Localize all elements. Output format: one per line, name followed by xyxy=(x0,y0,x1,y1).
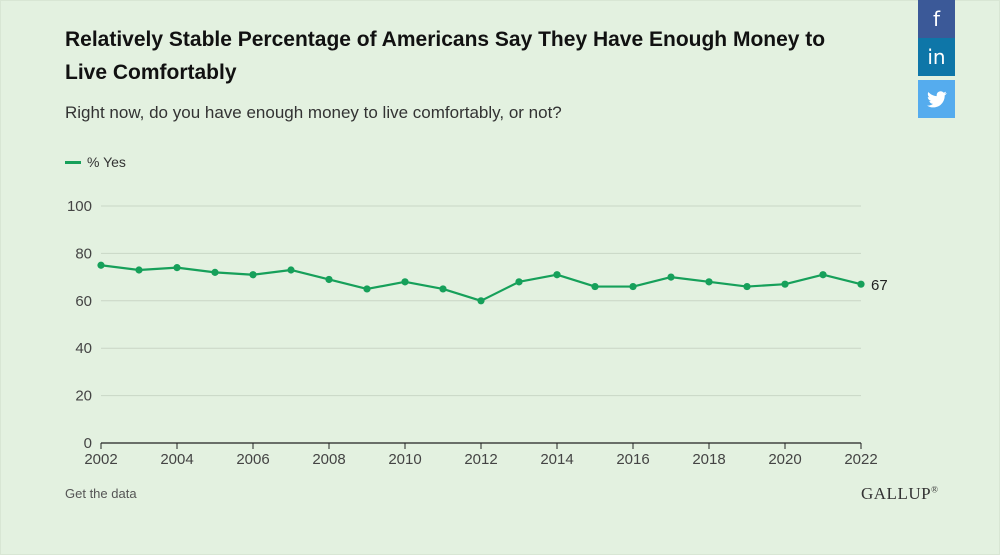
data-point xyxy=(515,278,523,286)
data-point xyxy=(363,285,371,293)
grid-lines xyxy=(101,205,861,397)
data-point xyxy=(553,271,561,279)
data-point xyxy=(401,278,409,286)
data-point xyxy=(705,278,713,286)
data-point xyxy=(211,268,219,276)
data-point xyxy=(629,282,637,291)
x-tick-label: 2008 xyxy=(312,451,345,468)
x-tick-label: 2002 xyxy=(84,451,117,468)
data-point xyxy=(249,271,257,279)
y-tick-label: 100 xyxy=(67,198,92,215)
twitter-icon xyxy=(926,90,947,107)
data-point xyxy=(781,280,789,288)
legend-swatch xyxy=(65,160,81,164)
x-tick-label: 2022 xyxy=(844,451,877,468)
chart-legend: % Yes xyxy=(65,154,126,170)
facebook-share-button[interactable]: f xyxy=(918,0,955,38)
y-tick-label: 20 xyxy=(75,388,92,405)
facebook-icon: f xyxy=(932,7,941,31)
chart-subtitle: Right now, do you have enough money to l… xyxy=(65,103,562,122)
get-the-data-link[interactable]: Get the data xyxy=(65,486,137,501)
x-tick-label: 2012 xyxy=(464,451,497,468)
data-point xyxy=(135,266,143,274)
legend-label: % Yes xyxy=(87,154,126,170)
data-points xyxy=(97,261,865,305)
data-point xyxy=(819,271,827,279)
x-axis: 2002 2004 2006 2008 2010 2012 2014 2016 2018 2020… xyxy=(84,442,878,468)
x-tick-label: 2018 xyxy=(692,451,725,468)
data-point xyxy=(439,285,447,293)
data-point xyxy=(325,275,333,284)
chart-title: Relatively Stable Percentage of American… xyxy=(65,28,826,84)
registered-mark: ® xyxy=(931,484,939,495)
data-point xyxy=(857,280,865,288)
y-tick-label: 60 xyxy=(75,293,92,310)
data-point xyxy=(591,282,599,291)
x-tick-label: 2020 xyxy=(768,451,801,468)
data-labels: 67 xyxy=(871,277,888,294)
linkedin-icon: in xyxy=(927,45,946,69)
end-data-label: 67 xyxy=(871,277,888,294)
x-tick-label: 2006 xyxy=(236,451,269,468)
data-point xyxy=(97,261,105,269)
y-tick-label: 80 xyxy=(75,245,92,262)
twitter-share-button[interactable] xyxy=(918,80,955,118)
x-tick-label: 2016 xyxy=(616,451,649,468)
data-point xyxy=(173,264,181,272)
y-tick-label: 40 xyxy=(75,340,92,357)
gallup-logo: GALLUP® xyxy=(861,484,938,504)
data-point xyxy=(287,266,295,274)
data-point xyxy=(743,282,751,291)
x-tick-label: 2004 xyxy=(160,451,193,468)
x-tick-label: 2014 xyxy=(540,451,573,468)
data-point xyxy=(477,297,485,305)
y-tick-label: 0 xyxy=(84,435,92,452)
linkedin-share-button[interactable]: in xyxy=(918,38,955,76)
x-tick-label: 2010 xyxy=(388,451,421,468)
data-point xyxy=(667,273,675,281)
y-axis-ticks: 0 20 40 60 80 100 xyxy=(67,198,92,452)
gallup-logo-text: GALLUP xyxy=(861,484,932,503)
